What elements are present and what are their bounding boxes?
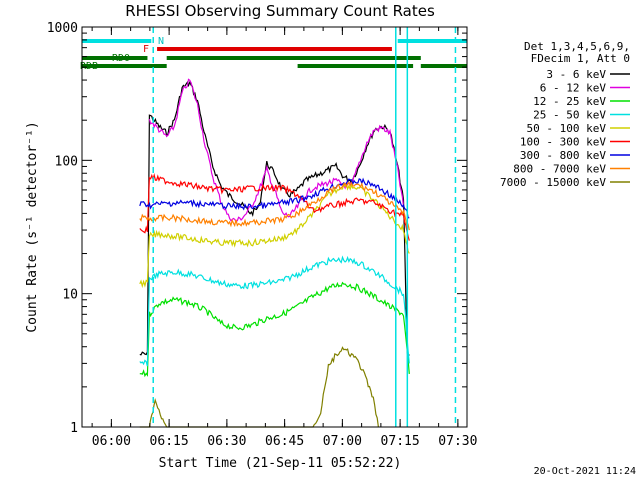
- footer-date: 20-Oct-2021 11:24: [534, 466, 636, 477]
- y-tick-label: 10: [62, 288, 78, 303]
- series-line-2: [139, 281, 410, 378]
- y-tick-label: 1000: [47, 21, 78, 36]
- legend-label: 12 - 25 keV: [533, 95, 606, 108]
- series-line-0: [139, 80, 410, 358]
- flag-label-rdb: RDB: [80, 61, 98, 72]
- series-line-8: [139, 346, 379, 428]
- legend-label: 300 - 800 keV: [520, 149, 606, 162]
- legend-label: 50 - 100 keV: [527, 122, 607, 135]
- legend-label: 3 - 6 keV: [546, 68, 606, 81]
- x-tick-label: 07:30: [438, 434, 477, 449]
- x-tick-label: 07:00: [323, 434, 362, 449]
- y-axis-label: Count Rate (s⁻¹ detector⁻¹): [25, 121, 40, 332]
- legend-header-line-1: Det 1,3,4,5,6,9,: [524, 40, 630, 53]
- flag-label-f: F: [143, 44, 149, 55]
- x-tick-label: 06:30: [207, 434, 246, 449]
- flag-label-n: N: [158, 36, 164, 47]
- series-line-5: [139, 173, 410, 241]
- x-tick-label: 06:45: [265, 434, 304, 449]
- x-tick-label: 07:15: [381, 434, 420, 449]
- axes: 06:00 06:15 06:30 06:45 07:00 07:15 07:30 1 10 10…: [47, 21, 478, 449]
- chart-title: RHESSI Observing Summary Count Rates: [125, 2, 435, 20]
- status-bars: NF RD0 RDB: [80, 36, 467, 72]
- x-axis-label: Start Time (21-Sep-11 05:52:22): [159, 456, 402, 471]
- y-tick-label: 100: [55, 154, 78, 169]
- y-tick-label: 1: [70, 421, 78, 436]
- legend-label: 25 - 50 keV: [533, 109, 606, 122]
- legend-label: 7000 - 15000 keV: [500, 176, 606, 189]
- legend-label: 800 - 7000 keV: [513, 163, 606, 176]
- legend-header-line-2: FDecim 1, Att 0: [531, 52, 630, 65]
- series-layer: [139, 78, 410, 428]
- series-line-7: [139, 181, 410, 231]
- series-line-1: [148, 78, 405, 223]
- legend-label: 6 - 12 keV: [540, 82, 607, 95]
- flag-label-rd0: RD0: [112, 53, 130, 64]
- legend: Det 1,3,4,5,6,9,FDecim 1, Att 0 3 - 6 keV…: [500, 40, 630, 189]
- x-tick-label: 06:00: [92, 434, 131, 449]
- legend-label: 100 - 300 keV: [520, 136, 606, 149]
- series-line-4: [139, 182, 410, 289]
- vertical-markers: [152, 27, 457, 427]
- series-line-3: [139, 255, 410, 367]
- plot-frame: [81, 26, 468, 428]
- series-line-6: [139, 177, 410, 219]
- x-tick-label: 06:15: [150, 434, 189, 449]
